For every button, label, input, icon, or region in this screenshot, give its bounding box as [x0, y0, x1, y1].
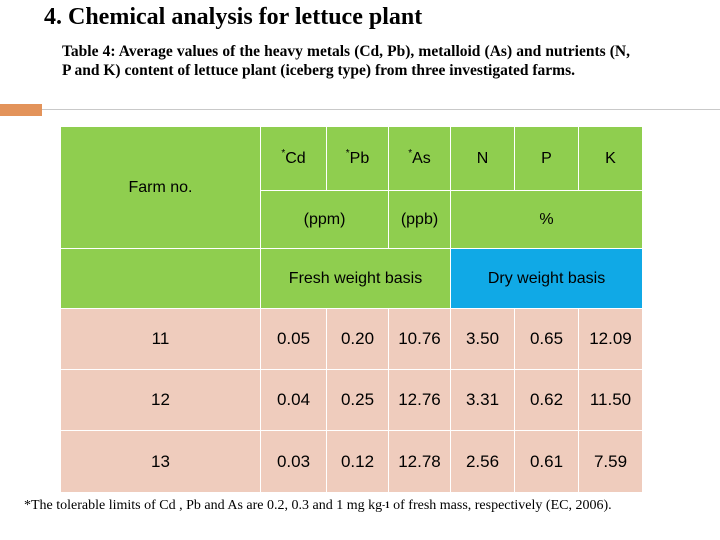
accent-bar: [0, 104, 42, 116]
cd-cell: 0.04: [260, 369, 327, 431]
cd-cell: 0.05: [260, 308, 327, 370]
as-cell: 12.76: [388, 369, 451, 431]
cd-cell: 0.03: [260, 430, 327, 493]
k-cell: 11.50: [578, 369, 643, 431]
col-header-p: P: [514, 126, 579, 191]
col-header-as: *As: [388, 126, 451, 191]
p-cell: 0.62: [514, 369, 579, 431]
pb-cell: 0.20: [326, 308, 389, 370]
table-caption: Table 4: Average values of the heavy met…: [62, 43, 630, 79]
col-header-cd: *Cd: [260, 126, 327, 191]
pb-cell: 0.12: [326, 430, 389, 493]
dry-weight-basis: Dry weight basis: [450, 248, 643, 309]
footnote: *The tolerable limits of Cd , Pb and As …: [24, 496, 664, 515]
n-cell: 2.56: [450, 430, 515, 493]
footnote-text: *The tolerable limits of Cd , Pb and As …: [24, 498, 383, 513]
k-cell: 7.59: [578, 430, 643, 493]
divider-line: [42, 109, 720, 110]
p-cell: 0.61: [514, 430, 579, 493]
farm-no-cell: 13: [60, 430, 261, 493]
pb-cell: 0.25: [326, 369, 389, 431]
footnote-superscript: -1: [382, 500, 390, 510]
col-header-n: N: [450, 126, 515, 191]
section-heading: 4. Chemical analysis for lettuce plant: [44, 4, 423, 30]
table-row: 12 0.04 0.25 12.76 3.31 0.62 11.50: [60, 369, 643, 431]
farm-no-cell: 12: [60, 369, 261, 431]
table-row: 11 0.05 0.20 10.76 3.50 0.65 12.09: [60, 308, 643, 370]
farm-no-cell: 11: [60, 308, 261, 370]
table-row: 13 0.03 0.12 12.78 2.56 0.61 7.59: [60, 430, 643, 493]
unit-ppm: (ppm): [260, 190, 389, 249]
col-header-k: K: [578, 126, 643, 191]
data-table: Farm no. *Cd *Pb *As N P K (ppm) (ppb) %…: [60, 126, 643, 493]
n-cell: 3.50: [450, 308, 515, 370]
as-cell: 12.78: [388, 430, 451, 493]
col-header-pb: *Pb: [326, 126, 389, 191]
unit-ppb: (ppb): [388, 190, 451, 249]
unit-percent: %: [450, 190, 643, 249]
as-cell: 10.76: [388, 308, 451, 370]
k-cell: 12.09: [578, 308, 643, 370]
fresh-weight-basis: Fresh weight basis: [260, 248, 451, 309]
n-cell: 3.31: [450, 369, 515, 431]
farm-header: Farm no.: [60, 126, 261, 249]
basis-spacer: [60, 248, 261, 309]
p-cell: 0.65: [514, 308, 579, 370]
footnote-text-end: of fresh mass, respectively (EC, 2006).: [389, 498, 612, 513]
